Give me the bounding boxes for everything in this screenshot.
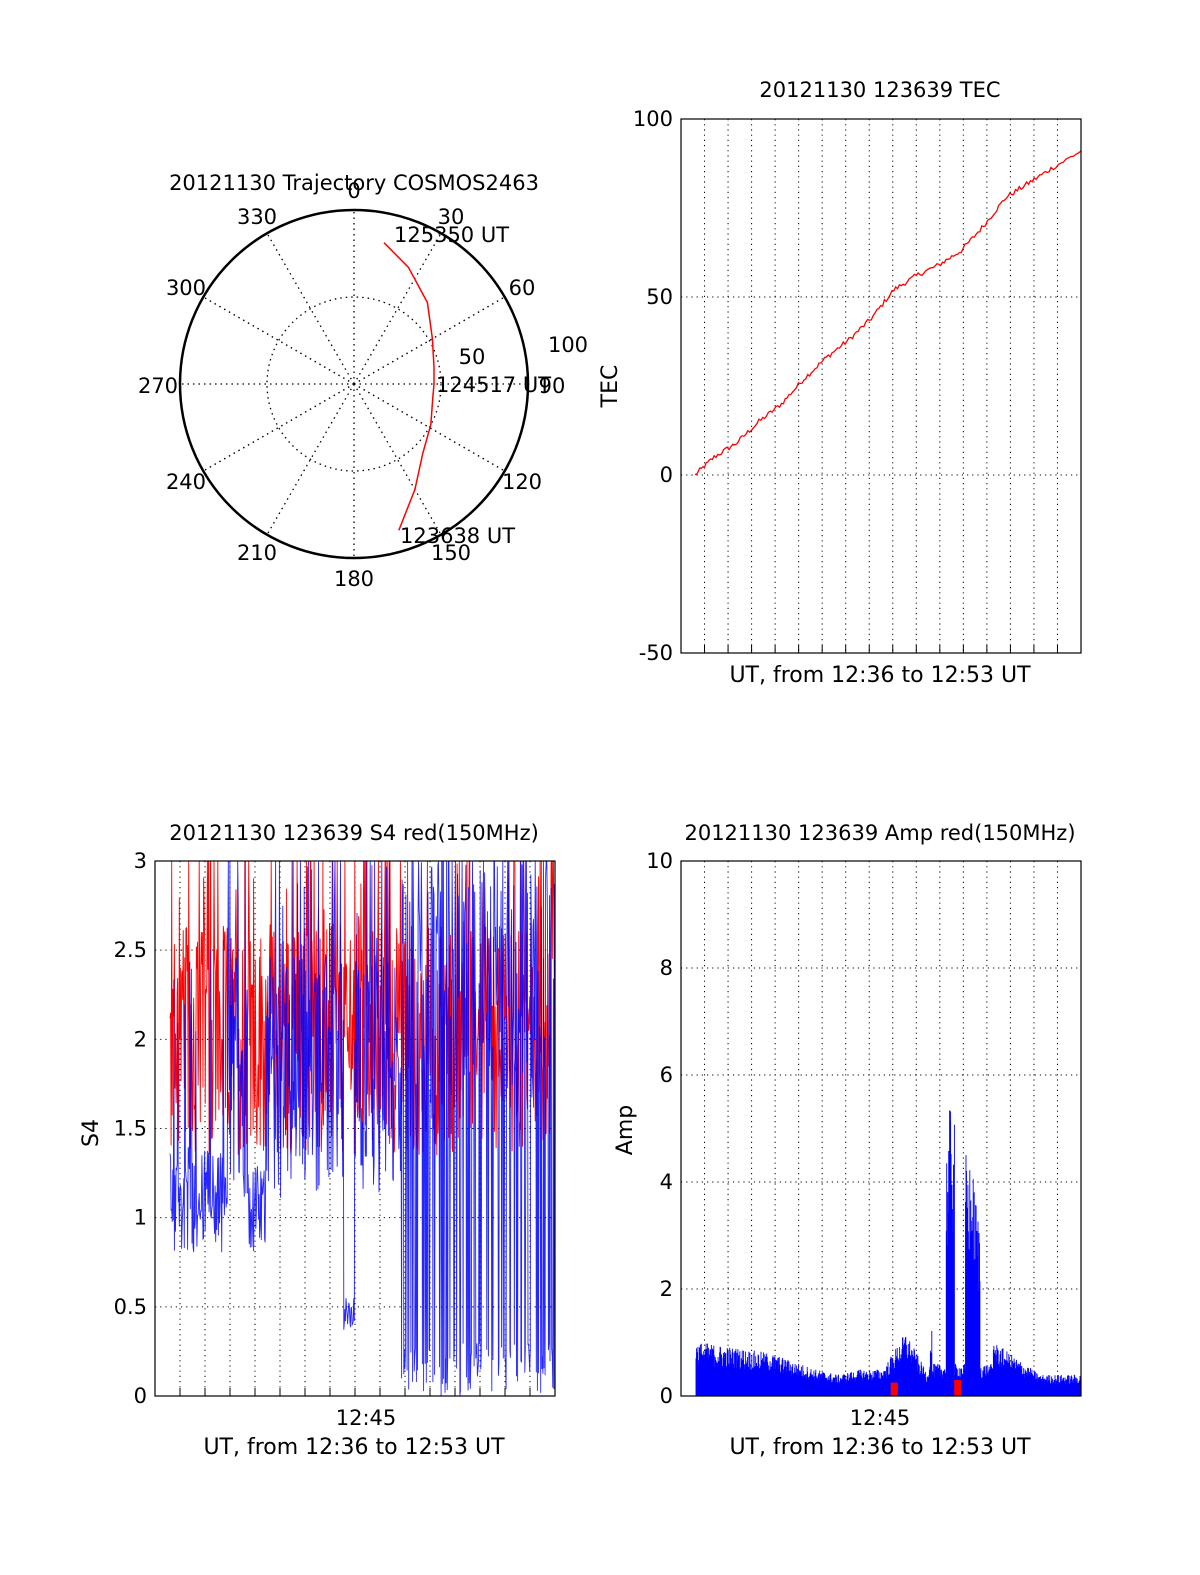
polar-angle-label-0: 0	[347, 179, 360, 203]
amp-y-tick-label-0: 0	[660, 1384, 673, 1408]
polar-angle-label-120: 120	[502, 470, 542, 494]
polar-radius-label-100: 100	[548, 333, 588, 357]
tec-y-tick-label-3: 100	[633, 107, 673, 131]
tec-title: 20121130 123639 TEC	[759, 78, 1000, 102]
tec-y-tick-label-0: -50	[639, 641, 673, 665]
polar-angle-label-300: 300	[166, 276, 206, 300]
amp-grid	[681, 861, 1081, 1396]
polar-panel: 20121130 Trajectory COSMOS2463 030609012…	[138, 171, 588, 591]
amp-red-series	[890, 1380, 962, 1396]
polar-spoke-150	[353, 383, 442, 536]
tec-grid	[681, 119, 1081, 653]
amp-y-tick-label-5: 10	[646, 849, 673, 873]
tec-panel: 20121130 123639 TEC -50 0 50 100 TEC UT, fr…	[598, 78, 1082, 688]
polar-angle-labels: 0 30 60 90 120 150 180 210 240 270 300 330	[138, 179, 565, 591]
polar-title: 20121130 Trajectory COSMOS2463	[169, 171, 539, 195]
s4-blue-series	[169, 860, 556, 1396]
polar-spoke-300	[202, 296, 355, 385]
trajectory-line	[383, 242, 435, 531]
s4-y-tick-label-0: 0	[134, 1384, 147, 1408]
tec-axes-frame	[680, 118, 1082, 654]
amp-y-ticks: 0 2 4 6 8 10	[646, 849, 673, 1408]
polar-spoke-330	[266, 232, 355, 385]
annotation-end-time: 125350 UT	[394, 223, 509, 247]
polar-spoke-120	[353, 383, 506, 472]
polar-angle-label-90: 90	[539, 374, 566, 398]
amp-x-tick-1245: 12:45	[850, 1406, 911, 1430]
amp-y-tick-label-4: 8	[660, 956, 673, 980]
s4-y-tick-label-1: 0.5	[114, 1295, 147, 1319]
s4-y-tick-label-4: 2	[134, 1027, 147, 1051]
polar-angle-label-30: 30	[438, 205, 465, 229]
s4-panel: 20121130 123639 S4 red(150MHz) 0 0.5 1 1.5 2…	[79, 821, 556, 1460]
s4-y-tick-label-2: 1	[134, 1206, 147, 1230]
s4-axes-frame	[154, 860, 556, 1397]
amp-y-tick-label-1: 2	[660, 1277, 673, 1301]
tec-series-line	[694, 150, 1082, 476]
tec-y-ticks: -50 0 50 100	[633, 107, 673, 665]
amp-blue-series	[695, 1110, 1082, 1396]
amp-x-axis-label: UT, from 12:36 to 12:53 UT	[729, 1435, 1031, 1460]
amp-y-axis-label: Amp	[613, 1105, 638, 1155]
polar-angle-label-330: 330	[237, 205, 277, 229]
annotation-mid-time: 124517 UT	[436, 373, 551, 397]
annotation-start-time: 123638 UT	[400, 524, 515, 548]
polar-angle-label-240: 240	[166, 470, 206, 494]
tec-y-axis-label: TEC	[598, 365, 623, 409]
polar-angle-label-60: 60	[509, 276, 536, 300]
polar-radius-label-50: 50	[459, 345, 486, 369]
tec-y-tick-label-2: 50	[646, 285, 673, 309]
polar-spoke-210	[266, 383, 355, 536]
polar-grid	[180, 210, 528, 558]
polar-outer-circle	[178, 208, 530, 560]
polar-spoke-60	[353, 296, 506, 385]
s4-x-tick-1245: 12:45	[336, 1406, 397, 1430]
polar-angle-label-270: 270	[138, 374, 178, 398]
polar-angle-label-210: 210	[237, 541, 277, 565]
amp-panel: 20121130 123639 Amp red(150MHz) 0246810 …	[613, 821, 1082, 1460]
polar-grid-circle-50	[266, 296, 442, 472]
tec-y-tick-label-1: 0	[660, 463, 673, 487]
s4-y-tick-label-5: 2.5	[114, 938, 147, 962]
tec-x-axis-label: UT, from 12:36 to 12:53 UT	[729, 663, 1031, 688]
polar-spoke-240	[202, 383, 355, 472]
amp-axes-frame	[680, 860, 1082, 1397]
s4-y-tick-label-6: 3	[134, 849, 147, 873]
amp-y-tick-label-2: 4	[660, 1170, 673, 1194]
polar-angle-label-180: 180	[334, 567, 374, 591]
amp-title: 20121130 123639 Amp red(150MHz)	[684, 821, 1075, 845]
amp-y-tick-label-3: 6	[660, 1063, 673, 1087]
s4-x-axis-label: UT, from 12:36 to 12:53 UT	[203, 1435, 505, 1460]
s4-y-axis-label: S4	[79, 1119, 104, 1147]
s4-y-ticks: 0 0.5 1 1.5 2 2.5 3	[114, 849, 147, 1408]
s4-y-tick-label-3: 1.5	[114, 1117, 147, 1141]
polar-spoke-30	[353, 232, 442, 385]
s4-title: 20121130 123639 S4 red(150MHz)	[169, 821, 539, 845]
polar-angle-label-150: 150	[431, 541, 471, 565]
